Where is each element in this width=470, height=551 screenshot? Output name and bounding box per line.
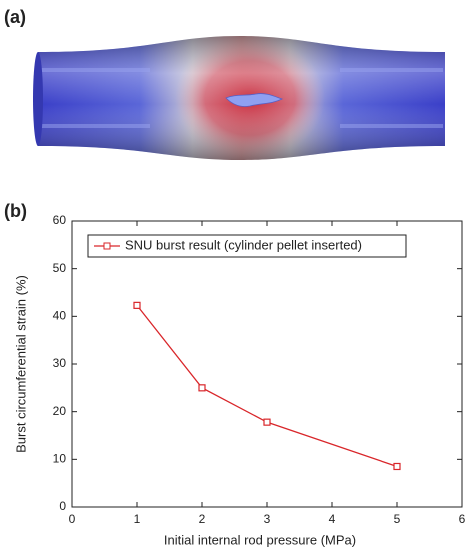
x-tick-label: 2 bbox=[199, 512, 206, 526]
x-tick-label: 3 bbox=[264, 512, 271, 526]
panel-label: (a) bbox=[4, 7, 26, 27]
y-axis-label: Burst circumferential strain (%) bbox=[13, 275, 28, 453]
plot-frame bbox=[72, 221, 462, 507]
data-point bbox=[394, 463, 400, 469]
x-tick-label: 4 bbox=[329, 512, 336, 526]
legend-marker bbox=[104, 243, 110, 249]
y-tick-label: 40 bbox=[53, 309, 67, 323]
x-tick-label: 5 bbox=[394, 512, 401, 526]
data-point bbox=[199, 385, 205, 391]
x-axis-label: Initial internal rod pressure (MPa) bbox=[164, 532, 356, 547]
x-tick-label: 1 bbox=[134, 512, 141, 526]
x-tick-label: 6 bbox=[459, 512, 466, 526]
y-tick-label: 50 bbox=[53, 261, 67, 275]
legend-label: SNU burst result (cylinder pellet insert… bbox=[125, 237, 362, 252]
y-tick-label: 0 bbox=[59, 499, 66, 513]
y-tick-label: 60 bbox=[53, 213, 67, 227]
tube-image bbox=[33, 36, 445, 160]
y-tick-label: 10 bbox=[53, 452, 67, 466]
panel-label: (b) bbox=[4, 201, 27, 221]
figure: (a) (b) Initial internal rod pressure (M… bbox=[0, 0, 470, 551]
y-tick-label: 30 bbox=[53, 356, 67, 370]
x-tick-label: 0 bbox=[69, 512, 76, 526]
data-point bbox=[134, 302, 140, 308]
series-line bbox=[137, 305, 397, 466]
y-tick-label: 20 bbox=[53, 404, 67, 418]
data-point bbox=[264, 419, 270, 425]
